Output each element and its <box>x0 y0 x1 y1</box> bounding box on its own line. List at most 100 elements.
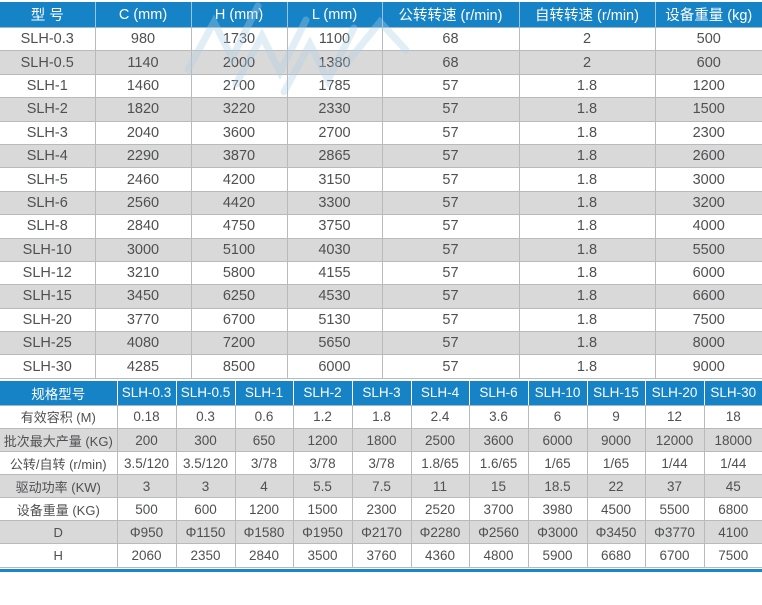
row-label: 设备重量 (KG) <box>0 497 118 522</box>
row-label: SLH-25 <box>0 331 96 356</box>
table-cell: 1.8 <box>518 73 656 99</box>
table-cell: 0.3 <box>175 404 236 429</box>
table-cell: Φ1150 <box>175 520 236 545</box>
table-cell: 300 <box>175 427 236 453</box>
table-cell: 4750 <box>190 214 288 239</box>
bottom-divider <box>0 568 762 572</box>
table-cell: 6000 <box>654 260 762 286</box>
column-header: L (mm) <box>286 2 382 28</box>
table-cell: Φ2170 <box>351 520 412 545</box>
table-cell: 6600 <box>654 284 762 309</box>
table-cell: 3/78 <box>234 451 294 476</box>
table-cell: 7500 <box>703 543 762 568</box>
column-header: SLH-0.3 <box>116 380 176 406</box>
table-cell: 1.8 <box>518 190 656 216</box>
table-cell: 2500 <box>410 427 470 453</box>
table-cell: 3600 <box>190 120 288 145</box>
table-cell: 5500 <box>654 237 762 262</box>
table-cell: 1200 <box>654 73 762 99</box>
table-cell: 1.2 <box>292 404 353 429</box>
table-cell: 1.8 <box>518 331 656 356</box>
table-cell: 12000 <box>644 427 705 453</box>
table-cell: 1200 <box>234 497 294 522</box>
table-cell: 8500 <box>190 354 288 379</box>
table-row: 有效容积 (M) 0.18 0.3 0.6 1.2 1.8 2.4 3.6 6 9 12 18 <box>0 404 762 429</box>
table-cell: 68 <box>381 50 520 75</box>
table-cell: 1800 <box>351 427 412 453</box>
table-cell: 11 <box>410 474 470 499</box>
table-cell: 57 <box>381 97 520 122</box>
column-header: SLH-4 <box>410 380 469 406</box>
column-header: H (mm) <box>190 2 287 28</box>
table-cell: 4360 <box>410 543 470 568</box>
table-row: SLH-3 2040 3600 2700 57 1.8 2300 <box>0 120 762 145</box>
table-cell: 500 <box>654 26 762 52</box>
table-row: 驱动功率 (KW) 3 3 4 5.5 7.5 11 15 18.5 22 37 45 <box>0 474 762 499</box>
table-cell: 57 <box>381 190 520 216</box>
table-cell: 4200 <box>190 167 288 192</box>
table-row: SLH-6 2560 4420 3300 57 1.8 3200 <box>0 190 762 216</box>
table-cell: 5800 <box>190 260 288 286</box>
table-cell: 15 <box>468 474 529 499</box>
table-cell: 3 <box>116 474 177 499</box>
column-header: 规格型号 <box>0 380 117 406</box>
table-row: SLH-4 2290 3870 2865 57 1.8 2600 <box>0 143 762 169</box>
table-cell: 2 <box>518 26 656 52</box>
table-cell: 2700 <box>190 73 288 99</box>
column-header: C (mm) <box>94 2 191 28</box>
table-cell: 1140 <box>94 50 192 75</box>
model-specs-table: 规格型号 SLH-0.3 SLH-0.5 SLH-1 SLH-2 SLH-3 SLH-4 SL… <box>0 380 762 568</box>
specs-header-row: 规格型号 SLH-0.3 SLH-0.5 SLH-1 SLH-2 SLH-3 SLH-4 SL… <box>0 380 762 406</box>
row-label: SLH-2 <box>0 97 96 122</box>
table-cell: 2000 <box>190 50 288 75</box>
table-cell: 18000 <box>703 427 762 453</box>
table-cell: 57 <box>381 143 520 169</box>
table-cell: 1/65 <box>527 451 588 476</box>
table-cell: 2300 <box>654 120 762 145</box>
table-row: SLH-5 2460 4200 3150 57 1.8 3000 <box>0 167 762 192</box>
table-cell: 1/44 <box>703 451 762 476</box>
row-label: SLH-30 <box>0 354 96 379</box>
table-cell: 600 <box>654 50 762 75</box>
table-cell: Φ3000 <box>527 520 588 545</box>
table-cell: 2865 <box>286 143 383 169</box>
table-cell: 1500 <box>292 497 353 522</box>
table-cell: Φ2560 <box>468 520 529 545</box>
table-cell: 1380 <box>286 50 383 75</box>
table-cell: 1500 <box>654 97 762 122</box>
table-cell: Φ2280 <box>410 520 470 545</box>
table-cell: 4000 <box>654 214 762 239</box>
column-header: 公转转速 (r/min) <box>381 2 519 28</box>
table-cell: 2.4 <box>410 404 470 429</box>
row-label: D <box>0 520 118 545</box>
table-cell: 7.5 <box>351 474 412 499</box>
table-cell: 4080 <box>94 331 192 356</box>
table-cell: 1.8 <box>518 284 656 309</box>
table-cell: 8000 <box>654 331 762 356</box>
table-cell: 3980 <box>527 497 588 522</box>
table-cell: 3.5/120 <box>116 451 177 476</box>
table-row: SLH-1 1460 2700 1785 57 1.8 1200 <box>0 73 762 99</box>
column-header: SLH-20 <box>644 380 704 406</box>
row-label: SLH-20 <box>0 307 96 333</box>
row-label: 驱动功率 (KW) <box>0 474 118 499</box>
table-cell: 1.8 <box>518 120 656 145</box>
table-cell: 2060 <box>116 543 177 568</box>
table-cell: 6700 <box>190 307 288 333</box>
table-cell: Φ1580 <box>234 520 294 545</box>
row-label: SLH-1 <box>0 73 96 99</box>
table-cell: 2290 <box>94 143 192 169</box>
table-cell: 1100 <box>286 26 383 52</box>
table-cell: 2040 <box>94 120 192 145</box>
table-cell: 4 <box>234 474 294 499</box>
column-header: SLH-2 <box>292 380 352 406</box>
table-cell: 3220 <box>190 97 288 122</box>
table-cell: 5130 <box>286 307 383 333</box>
table-cell: 2520 <box>410 497 470 522</box>
table-cell: 6000 <box>286 354 383 379</box>
table-cell: 1.8 <box>518 237 656 262</box>
table-cell: 600 <box>175 497 236 522</box>
table-cell: 9000 <box>654 354 762 379</box>
table-cell: 1.8 <box>518 354 656 379</box>
table-cell: 1785 <box>286 73 383 99</box>
